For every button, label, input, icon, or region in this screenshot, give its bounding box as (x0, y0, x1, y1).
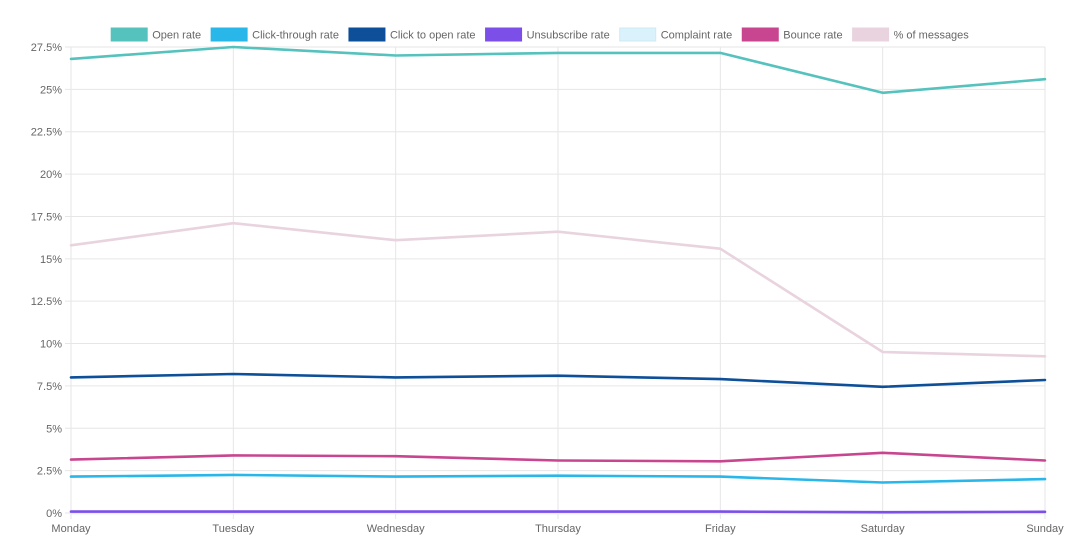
legend-swatch (110, 27, 148, 42)
legend-item[interactable]: Unsubscribe rate (485, 27, 610, 42)
legend-label: % of messages (894, 30, 970, 42)
legend-label: Click-through rate (252, 30, 339, 42)
y-tick-label: 10% (40, 339, 62, 351)
x-tick-label: Wednesday (367, 523, 425, 535)
x-tick-label: Thursday (535, 523, 581, 535)
legend-label: Unsubscribe rate (527, 30, 610, 42)
series-lines (69, 45, 1047, 515)
legend-item[interactable]: Complaint rate (619, 27, 733, 42)
y-tick-label: 27.5% (31, 42, 62, 54)
legend-label: Bounce rate (783, 30, 842, 42)
series-line-click-through-rate[interactable] (69, 473, 1047, 484)
grid (65, 46, 1046, 519)
y-axis-ticks: 0% 2.5% 5% 7.5% 10% 12.5% 15% 17.5% 20% 22.5% 25% 2… (31, 42, 62, 520)
series-line-unsubscribe-rate[interactable] (69, 510, 1047, 514)
y-tick-label: 17.5% (31, 211, 62, 223)
legend-swatch (852, 27, 890, 42)
y-tick-label: 15% (40, 254, 62, 266)
legend-item[interactable]: Click-through rate (210, 27, 339, 42)
series-line-bounce-rate[interactable] (69, 451, 1047, 463)
y-tick-label: 5% (46, 423, 62, 435)
legend-item[interactable]: Bounce rate (741, 27, 843, 42)
series-line-open-rate[interactable] (69, 45, 1047, 95)
y-tick-label: 25% (40, 84, 62, 96)
y-tick-label: 20% (40, 169, 62, 181)
y-tick-label: 7.5% (37, 381, 62, 393)
x-tick-label: Sunday (1026, 523, 1064, 535)
y-tick-label: 12.5% (31, 296, 62, 308)
legend-item[interactable]: Click to open rate (348, 27, 476, 42)
y-tick-label: 22.5% (31, 127, 62, 139)
legend-swatch (348, 27, 386, 42)
x-axis-ticks: Monday Tuesday Wednesday Thursday Friday Satu… (51, 523, 1064, 535)
x-tick-label: Saturday (861, 523, 906, 535)
y-tick-label: 2.5% (37, 466, 62, 478)
legend: Open rate Click-through rate Click to open… (110, 27, 970, 42)
series-line-click-to-open-rate[interactable] (69, 372, 1047, 389)
x-tick-label: Tuesday (212, 523, 254, 535)
legend-swatch (619, 27, 657, 42)
legend-swatch (210, 27, 248, 42)
legend-swatch (485, 27, 523, 42)
legend-label: Complaint rate (661, 30, 733, 42)
legend-swatch (741, 27, 779, 42)
legend-item[interactable]: % of messages (852, 27, 970, 42)
y-tick-label: 0% (46, 508, 62, 520)
x-tick-label: Friday (705, 523, 736, 535)
legend-label: Click to open rate (390, 30, 476, 42)
legend-label: Open rate (152, 30, 201, 42)
x-tick-label: Monday (51, 523, 91, 535)
series-line-of-messages[interactable] (69, 221, 1047, 358)
legend-item[interactable]: Open rate (110, 27, 201, 42)
